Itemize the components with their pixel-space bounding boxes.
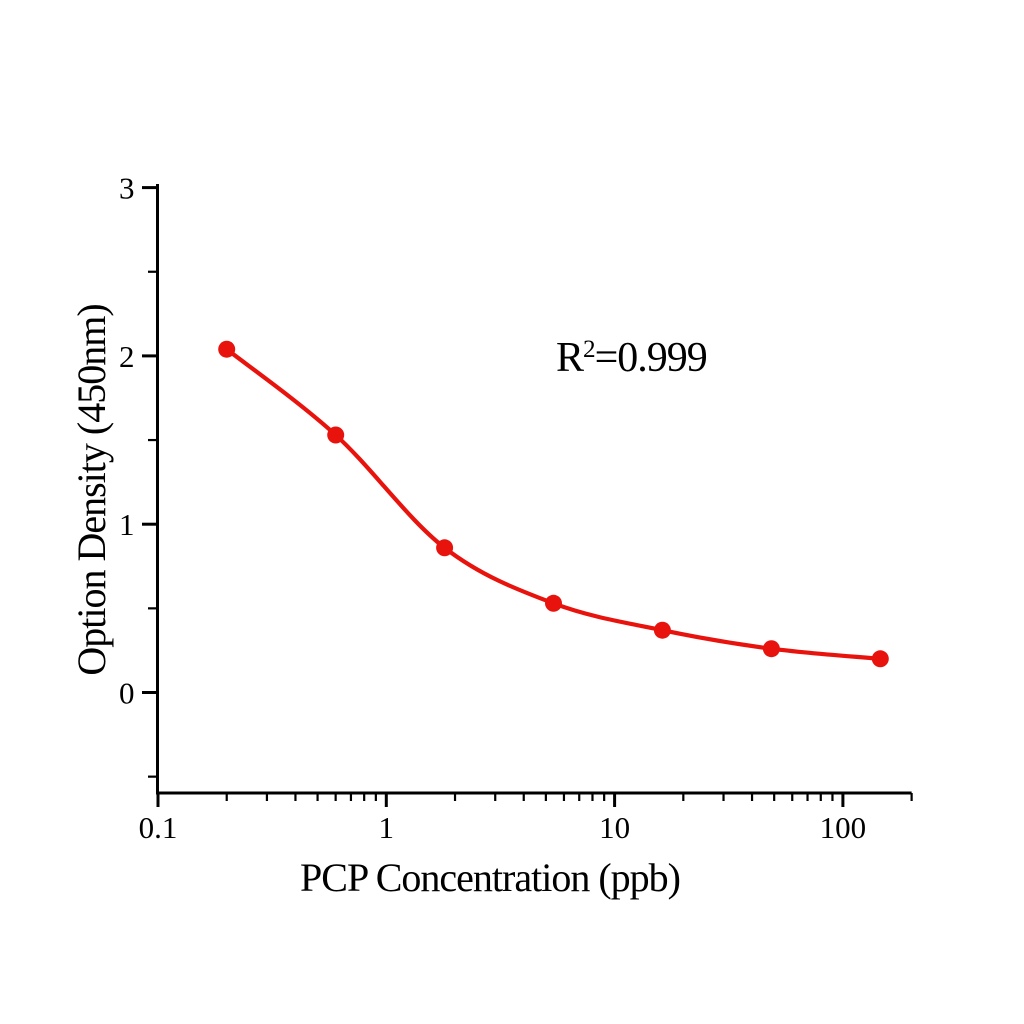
- axes-group: [156, 184, 912, 795]
- data-point: [871, 650, 889, 668]
- y-axis-title: Option Density (450nm): [69, 304, 114, 676]
- data-point: [545, 594, 562, 612]
- y-tick-label: 0: [119, 676, 135, 711]
- fit-curve: [224, 347, 883, 661]
- x-axis-title: PCP Concentration (ppb): [300, 855, 681, 900]
- data-point: [653, 621, 671, 639]
- x-tick-label: 100: [820, 810, 867, 845]
- data-points-group: [218, 340, 889, 668]
- data-point: [762, 640, 780, 658]
- x-tick-label: 0.1: [139, 810, 178, 845]
- y-ticks-group: 0 1 2 3: [119, 171, 156, 778]
- x-ticks-group: 0.1 1 10 100: [139, 793, 913, 845]
- data-point: [218, 340, 236, 358]
- r-squared-annotation: R2=0.999: [556, 335, 708, 381]
- y-tick-label: 2: [119, 339, 135, 374]
- x-tick-label: 10: [599, 810, 630, 845]
- data-point: [327, 426, 345, 444]
- y-tick-label: 3: [119, 171, 135, 206]
- r-squared-value: =0.999: [594, 335, 708, 381]
- r-squared-base: R: [556, 335, 584, 381]
- x-tick-label: 1: [379, 810, 395, 845]
- y-tick-label: 1: [119, 507, 135, 542]
- data-point: [436, 539, 454, 557]
- r-squared-superscript: 2: [583, 336, 596, 364]
